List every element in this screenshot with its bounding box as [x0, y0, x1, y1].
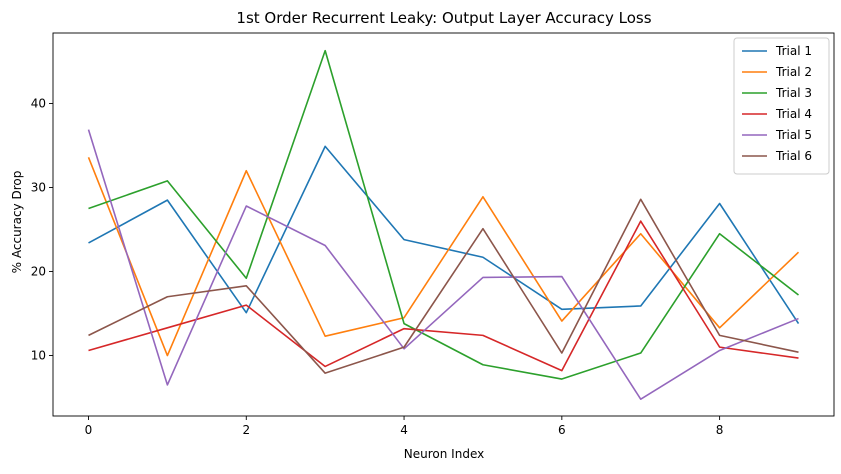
x-axis-label: Neuron Index — [404, 447, 484, 461]
x-tick-label: 2 — [242, 423, 250, 437]
legend-label: Trial 2 — [775, 65, 812, 79]
series-line-trial-1 — [88, 145, 800, 325]
y-tick-label: 20 — [31, 265, 46, 279]
legend-label: Trial 3 — [775, 86, 812, 100]
axis-ticks: 0 2 4 6 8 10 20 30 40 — [31, 97, 724, 437]
chart-title: 1st Order Recurrent Leaky: Output Layer … — [236, 9, 651, 27]
y-tick-label: 10 — [31, 349, 46, 363]
plot-frame — [52, 32, 835, 417]
series-line-trial-4 — [88, 220, 799, 372]
x-tick-label: 8 — [716, 423, 724, 437]
legend-label: Trial 4 — [775, 107, 812, 121]
y-axis-label: % Accuracy Drop — [10, 171, 24, 274]
y-tick-label: 40 — [31, 97, 46, 111]
series-line-trial-2 — [87, 157, 800, 357]
series-line-trial-6 — [88, 198, 799, 374]
series-line-trial-3 — [88, 49, 799, 380]
series-line-trial-5 — [87, 129, 799, 401]
legend-label: Trial 5 — [775, 128, 812, 142]
y-tick-label: 30 — [31, 181, 46, 195]
x-tick-label: 0 — [85, 423, 93, 437]
series-lines — [87, 49, 800, 401]
legend: Trial 1 Trial 2 Trial 3 Trial 4 Trial 5 Trial… — [733, 37, 830, 175]
legend-label: Trial 1 — [775, 44, 812, 58]
x-tick-label: 4 — [400, 423, 408, 437]
x-tick-label: 6 — [558, 423, 566, 437]
legend-label: Trial 6 — [775, 149, 812, 163]
